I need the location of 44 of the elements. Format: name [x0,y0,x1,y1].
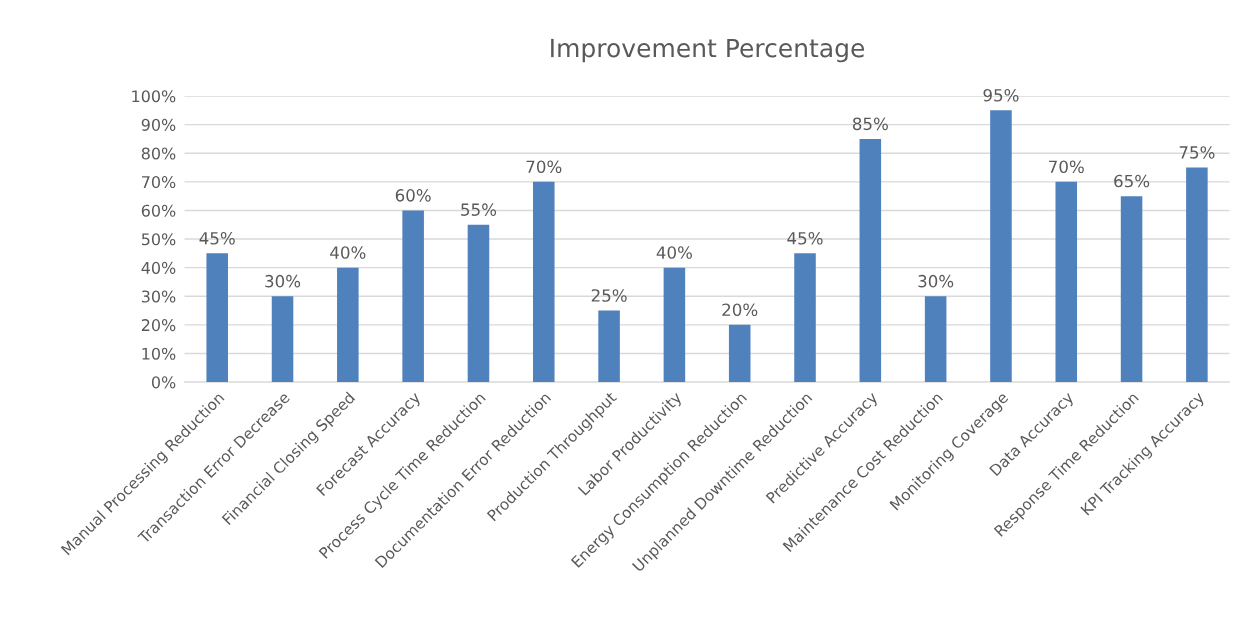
bar [206,253,228,383]
bar [271,296,294,383]
y-tick-label: 50% [141,233,176,246]
y-tick-label: 0% [151,376,176,389]
y-tick-label: 20% [141,319,176,332]
data-label: 45% [199,231,235,245]
bar [859,138,882,383]
bar [467,224,490,383]
y-tick-label: 80% [141,147,176,160]
bar [598,310,620,383]
chart-title: Improvement Percentage [551,38,865,63]
y-tick-label: 90% [141,118,176,131]
data-label: 70% [526,160,562,174]
data-label: 30% [265,274,301,288]
bar [663,267,686,383]
y-tick-label: 40% [141,261,176,274]
bar [794,253,816,383]
y-tick-label: 30% [141,290,176,303]
bar [728,324,751,383]
y-tick-label: 10% [142,347,176,360]
y-tick-label: 70% [142,176,176,189]
data-label: 85% [852,117,888,131]
data-label: 75% [1179,146,1215,159]
data-label: 40% [656,246,692,259]
y-tick-label: 60% [141,204,176,217]
data-label: 20% [722,303,758,317]
data-label: 65% [1114,174,1150,188]
data-label: 25% [591,289,627,302]
bar [1055,181,1078,383]
data-label: 30% [918,274,954,288]
data-label: 45% [787,231,823,245]
data-label: 40% [330,246,366,259]
bar [1120,196,1143,383]
data-label: 70% [1049,160,1084,174]
bar [337,267,359,383]
data-label: 95% [983,88,1019,102]
data-label: 55% [461,203,497,216]
bar [1186,167,1208,383]
data-label: 60% [395,189,431,202]
bar [532,181,555,383]
bar [402,210,424,383]
bar [924,296,947,383]
y-tick-label: 100% [132,90,176,103]
bar [990,110,1012,383]
